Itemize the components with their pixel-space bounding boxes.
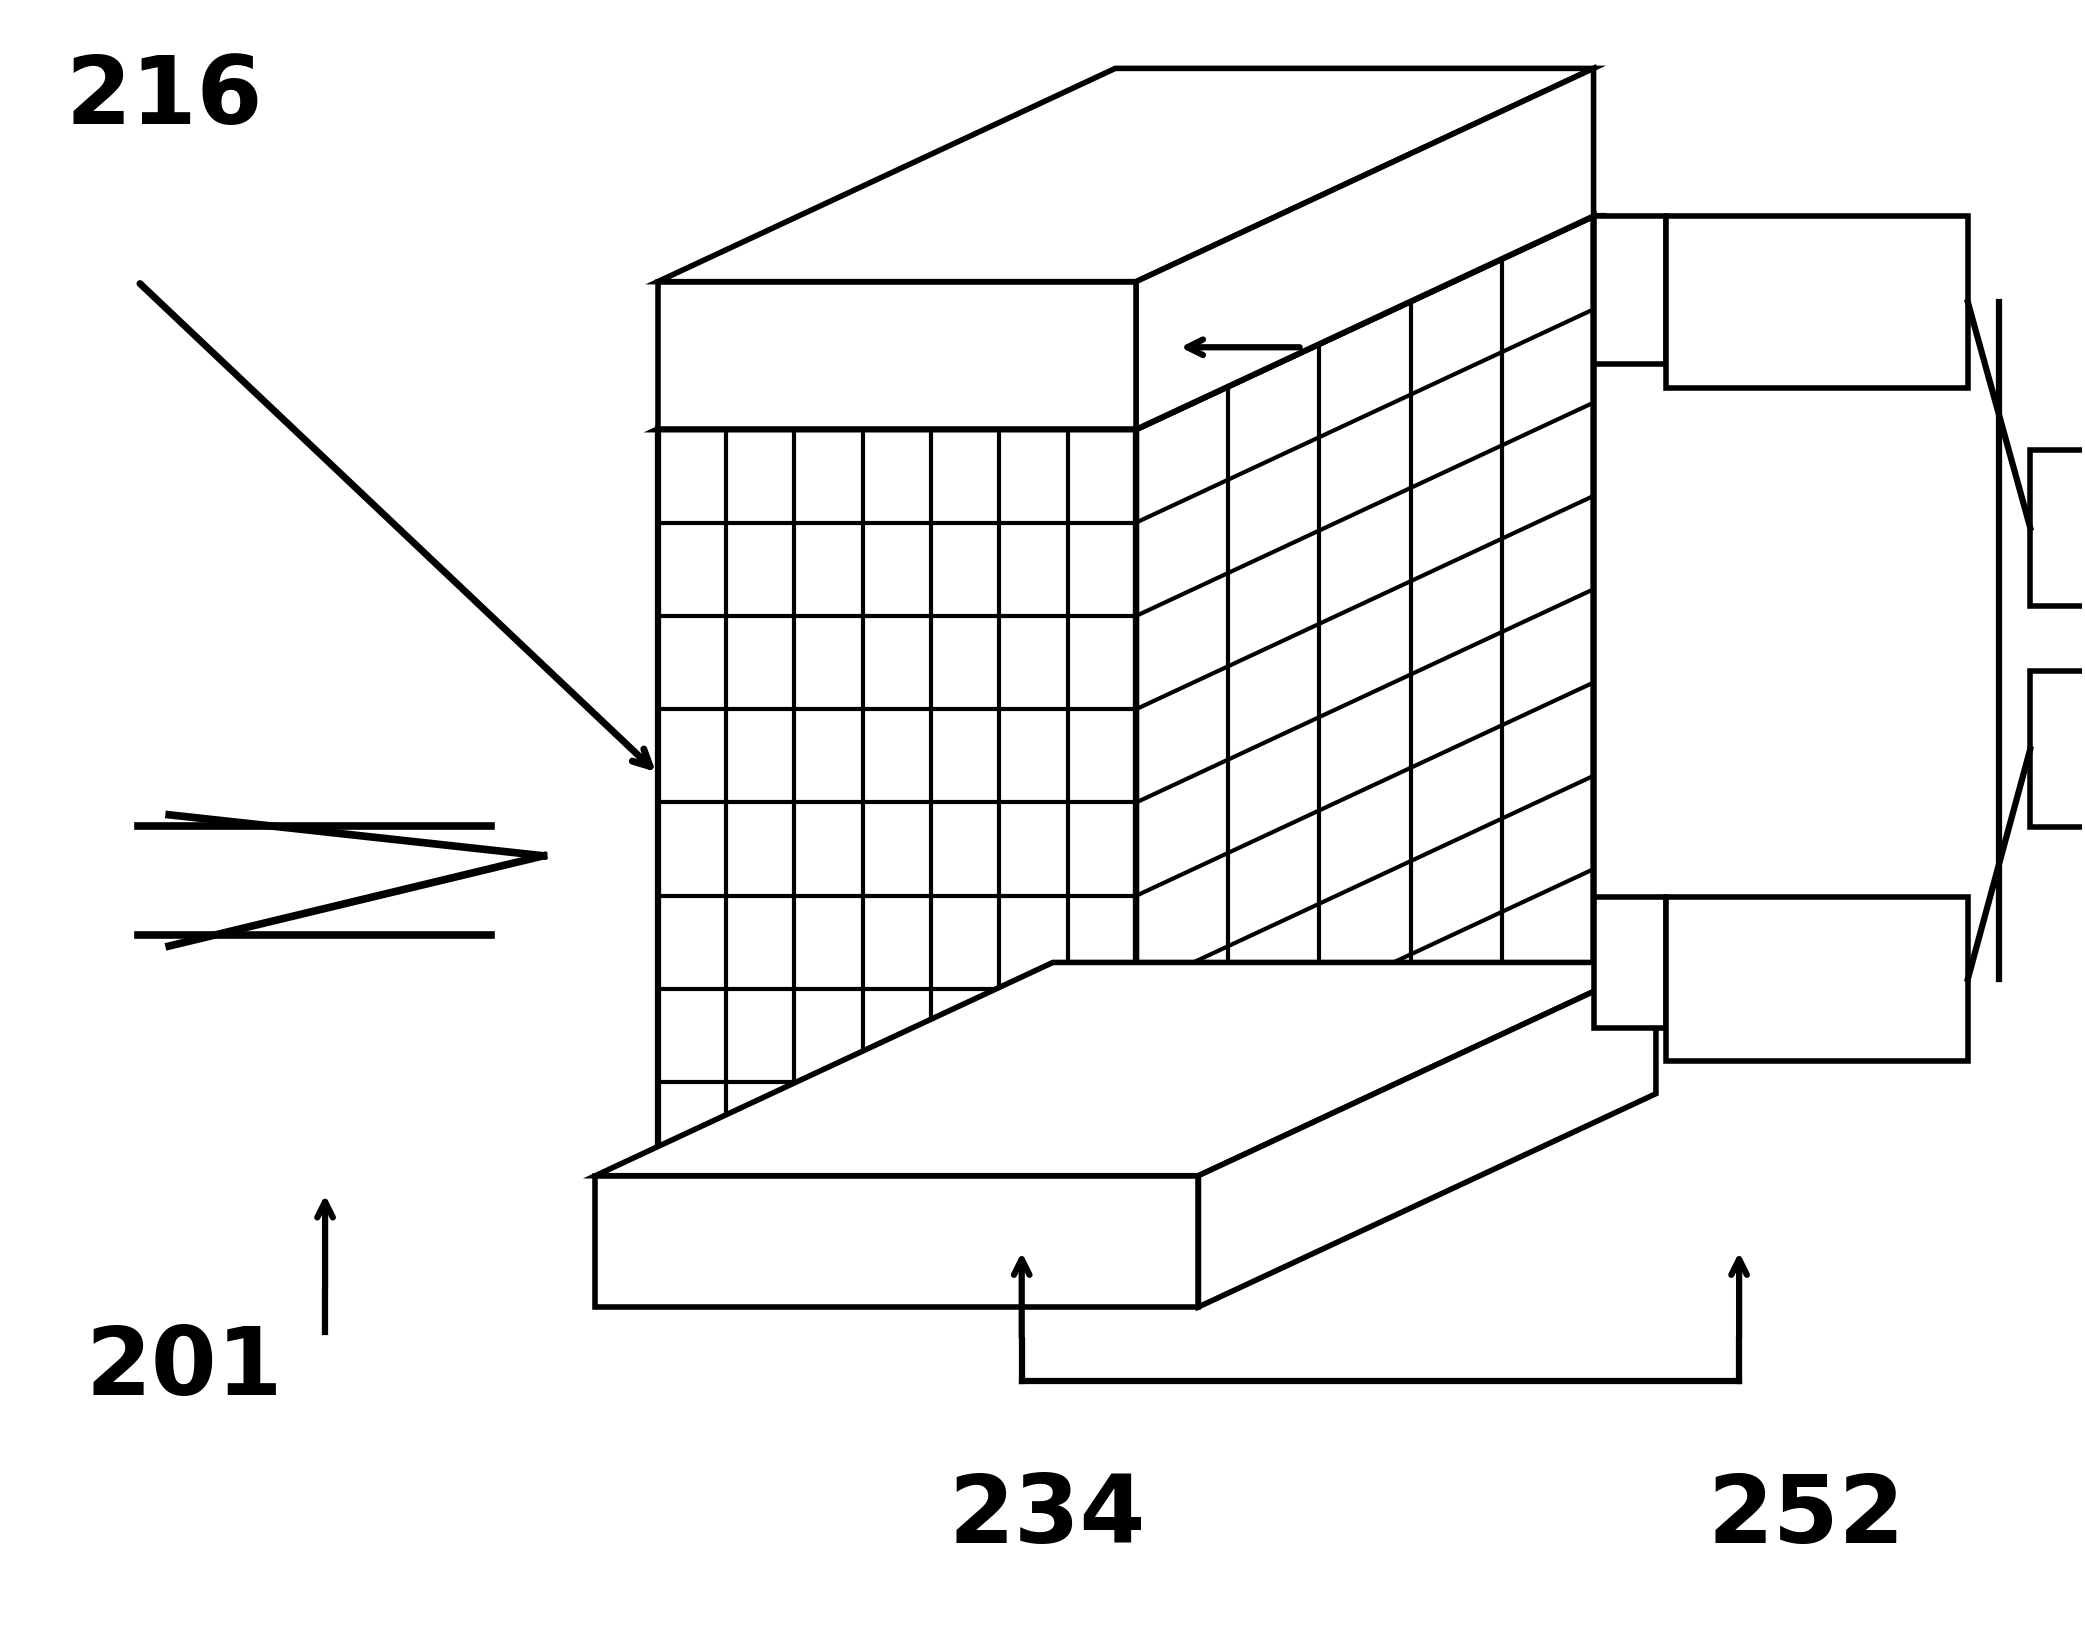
Polygon shape — [1593, 216, 1666, 364]
Polygon shape — [1593, 897, 1666, 1029]
Polygon shape — [1666, 216, 1968, 388]
Text: 216: 216 — [65, 53, 263, 143]
Polygon shape — [657, 430, 1136, 1175]
Text: 234: 234 — [949, 1472, 1147, 1564]
Polygon shape — [657, 216, 1593, 430]
Polygon shape — [1666, 897, 1968, 1062]
Polygon shape — [596, 963, 1655, 1175]
Polygon shape — [657, 281, 1136, 430]
Polygon shape — [2031, 449, 2085, 606]
Polygon shape — [1136, 69, 1593, 430]
Text: 201: 201 — [85, 1323, 284, 1416]
Polygon shape — [1136, 216, 1593, 1175]
Polygon shape — [1199, 963, 1655, 1307]
Text: 290: 290 — [1324, 181, 1428, 235]
Text: 252: 252 — [1708, 1472, 1906, 1564]
Polygon shape — [657, 69, 1593, 281]
Polygon shape — [596, 1175, 1199, 1307]
Polygon shape — [2031, 672, 2085, 826]
